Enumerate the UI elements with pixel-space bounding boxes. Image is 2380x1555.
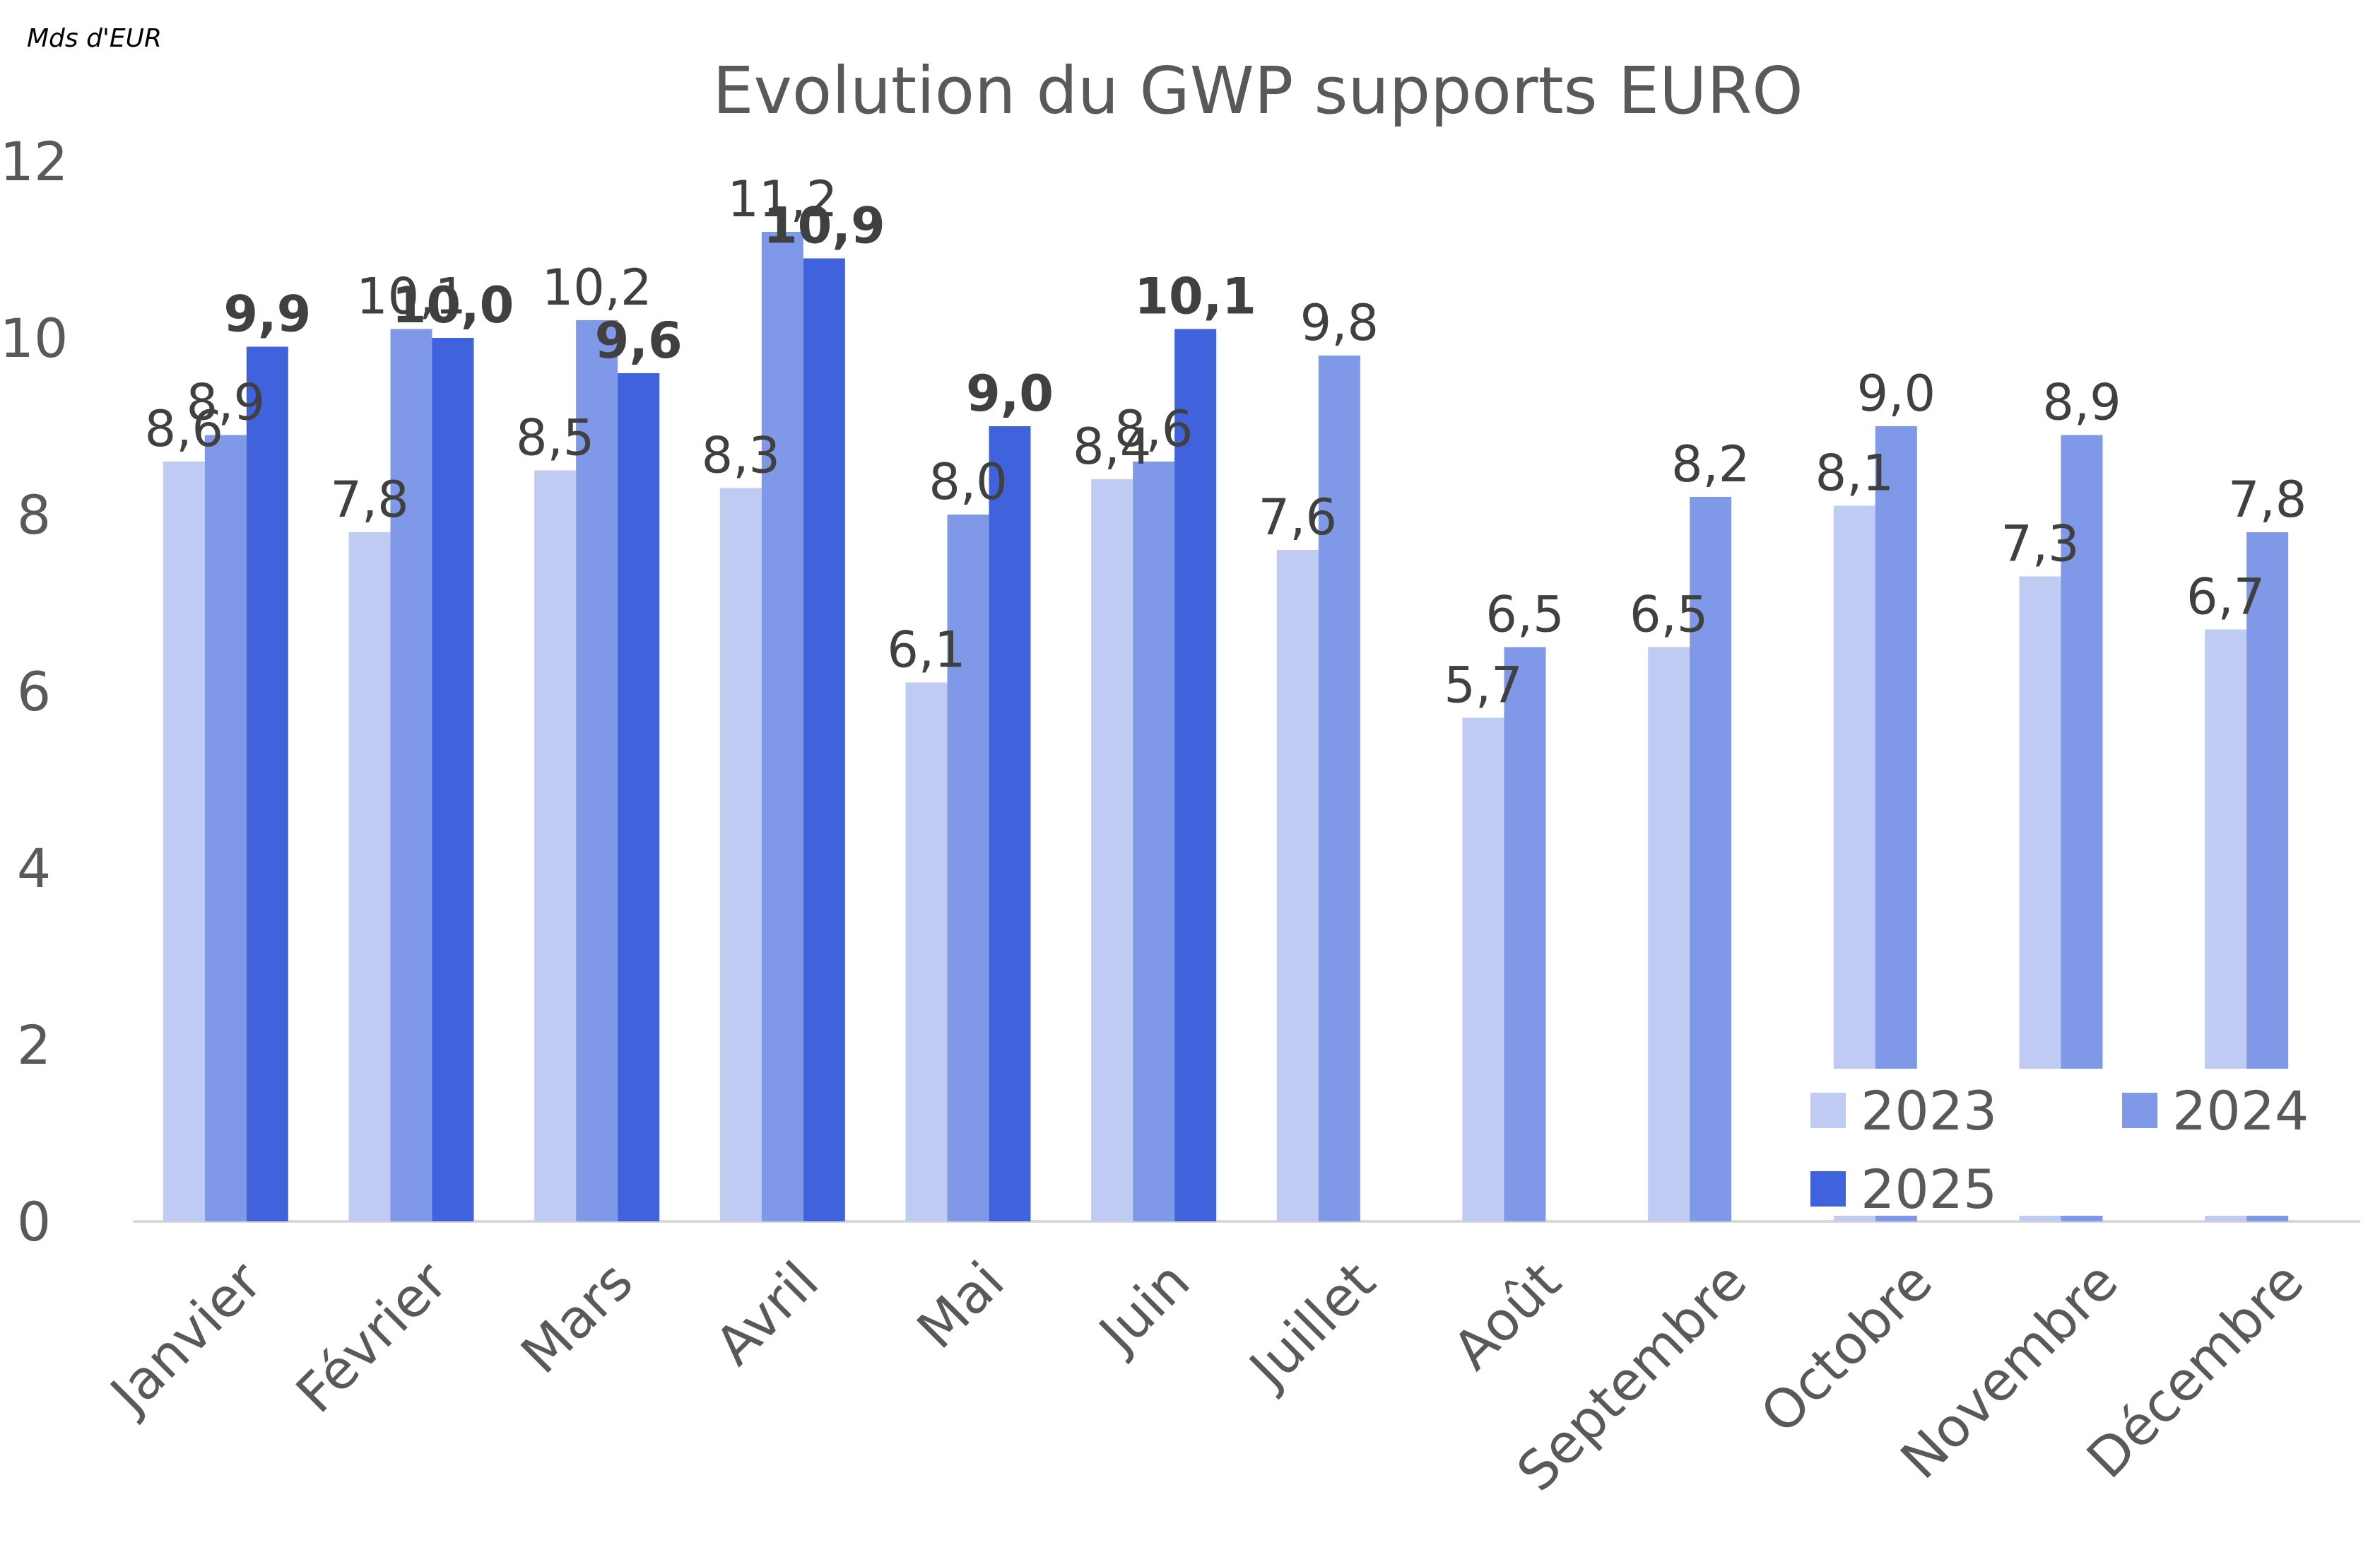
bar-2025	[432, 338, 474, 1221]
bar-2024	[1690, 497, 1732, 1221]
data-label-2024: 11,2	[727, 170, 837, 228]
data-label-2024: 8,6	[1114, 400, 1193, 458]
data-label-2023: 8,3	[702, 427, 780, 485]
data-label-2023: 5,7	[1444, 657, 1522, 715]
data-label-2025: 9,6	[595, 312, 683, 370]
data-label-2023: 8,1	[1815, 445, 1894, 503]
data-label-2025: 9,0	[966, 365, 1054, 423]
data-label-2024: 8,9	[2042, 374, 2121, 432]
y-tick-label: 8	[17, 483, 51, 546]
bar-2023	[348, 532, 391, 1221]
legend-label: 2025	[1861, 1158, 1997, 1221]
data-label-2024: 8,2	[1671, 435, 1750, 493]
data-label-2024: 9,8	[1300, 294, 1379, 352]
bar-2025	[803, 258, 845, 1221]
data-label-2023: 7,3	[2001, 515, 2079, 573]
legend-label: 2024	[2172, 1079, 2309, 1142]
data-label-2023: 6,1	[887, 621, 965, 679]
category-label: Juin	[1085, 1250, 1202, 1366]
category-label: Mai	[905, 1250, 1016, 1361]
bar-2025	[989, 426, 1031, 1221]
y-tick-label: 12	[0, 130, 68, 193]
legend: 2023 2024 2025	[1760, 1069, 2367, 1221]
data-label-2023: 7,6	[1259, 488, 1337, 546]
data-label-2024: 10,2	[542, 259, 652, 317]
data-label-2025: 10,1	[1134, 268, 1256, 326]
data-label-2023: 6,5	[1630, 586, 1708, 644]
data-labels: 8,68,99,97,810,110,08,510,29,68,311,210,…	[145, 170, 2307, 715]
bar-2024	[1318, 356, 1360, 1221]
bar-2023	[534, 470, 577, 1221]
category-label: Août	[1441, 1250, 1573, 1382]
bar-2023	[905, 682, 948, 1221]
bar-2025	[1174, 329, 1217, 1221]
data-label-2023: 8,4	[1073, 418, 1151, 476]
category-label: Janvier	[97, 1249, 274, 1426]
bar-2025	[618, 373, 660, 1221]
bar-2023	[1276, 550, 1319, 1221]
data-label-2024: 8,0	[929, 453, 1007, 511]
bar-2023	[719, 488, 762, 1221]
data-label-2025: 10,9	[763, 197, 885, 255]
category-labels: Janvier Février Mars Avril Mai Juin Juillet Aoû…	[97, 1249, 2316, 1503]
bar-2023	[1648, 647, 1690, 1221]
data-label-2023: 6,7	[2186, 568, 2265, 626]
bar-2024	[947, 515, 989, 1221]
y-tick-label: 6	[17, 660, 51, 723]
legend-swatch	[2122, 1093, 2157, 1128]
data-label-2023: 8,6	[145, 400, 223, 458]
data-label-2024: 10,1	[356, 268, 466, 326]
legend-swatch	[1810, 1171, 1846, 1207]
y-tick-label: 10	[0, 307, 68, 370]
bar-2024	[390, 329, 432, 1221]
bar-2024	[576, 320, 618, 1221]
bar-2023	[1091, 479, 1133, 1221]
bar-2024	[1133, 462, 1175, 1221]
y-tick-labels: 0 2 4 6 8 10 12	[0, 130, 68, 1253]
data-label-2024: 9,0	[1857, 365, 1936, 423]
bar-2024	[761, 232, 803, 1221]
data-label-2024: 8,9	[187, 374, 265, 432]
unit-label: Mds d'EUR	[27, 24, 162, 53]
bar-2023	[1462, 717, 1504, 1221]
legend-swatch	[1810, 1093, 1846, 1128]
data-label-2025: 10,0	[392, 276, 514, 334]
data-label-2024: 7,8	[2228, 471, 2307, 529]
category-label: Février	[284, 1249, 459, 1424]
bar-2023	[163, 462, 205, 1221]
bar-2024	[1504, 647, 1546, 1221]
data-label-2024: 6,5	[1485, 586, 1564, 644]
data-label-2023: 7,8	[330, 471, 408, 529]
category-label: Avril	[703, 1250, 830, 1377]
data-label-2023: 8,5	[516, 409, 594, 467]
y-tick-label: 4	[17, 837, 51, 900]
category-label: Juillet	[1235, 1250, 1387, 1402]
category-label: Mars	[509, 1250, 644, 1385]
bar-2024	[204, 435, 247, 1221]
chart-title: Evolution du GWP supports EURO	[712, 53, 1803, 129]
legend-label: 2023	[1861, 1079, 1997, 1142]
legend-background	[1760, 1069, 2367, 1216]
y-tick-label: 0	[17, 1190, 51, 1253]
data-label-2025: 9,9	[223, 286, 311, 344]
bar-2025	[246, 346, 288, 1221]
y-tick-label: 2	[17, 1014, 51, 1076]
category-label: Octobre	[1748, 1250, 1944, 1445]
